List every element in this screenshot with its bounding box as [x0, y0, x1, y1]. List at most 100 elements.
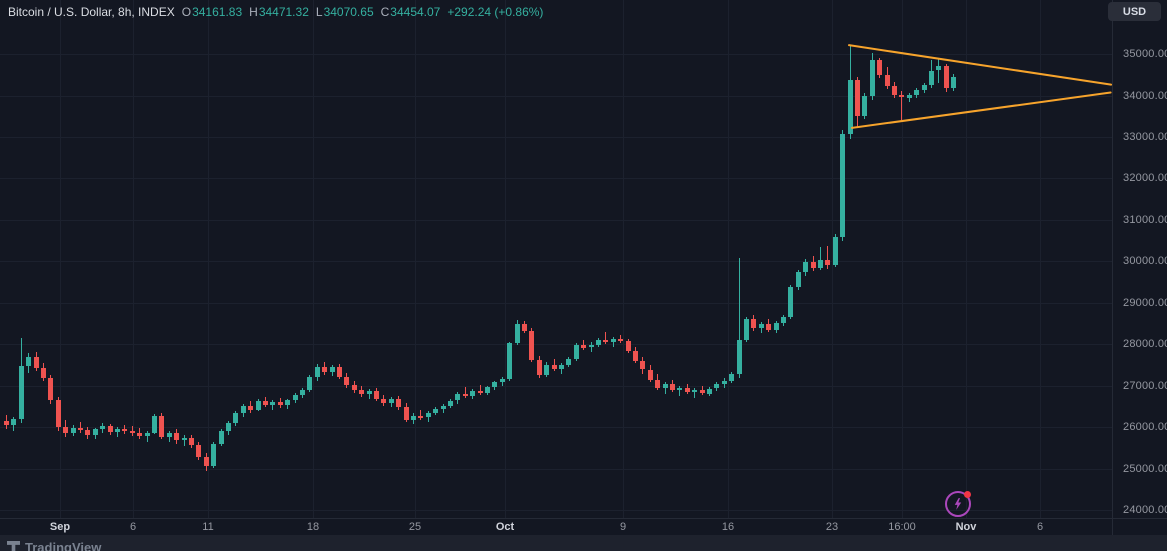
- price-axis-separator: [1112, 0, 1113, 535]
- candle-body: [929, 70, 934, 86]
- candle-body: [159, 415, 165, 438]
- candle-body: [307, 377, 313, 390]
- candle-body: [803, 262, 809, 272]
- gridline-vertical: [208, 0, 209, 518]
- high-value: 34471.32: [258, 5, 309, 19]
- gridline-horizontal: [0, 302, 1112, 304]
- candle-body: [314, 367, 320, 378]
- candle-body: [374, 390, 379, 399]
- candle-body: [78, 427, 83, 431]
- candle-body: [914, 90, 920, 96]
- candle-body: [48, 378, 54, 401]
- candle-body: [448, 400, 453, 406]
- candle-body: [832, 237, 838, 266]
- candle-body: [100, 426, 106, 430]
- gridline-horizontal: [0, 261, 1112, 263]
- candle-wick: [464, 386, 466, 399]
- time-label: 6: [129, 521, 137, 533]
- candle-body: [388, 398, 394, 403]
- candle-body: [122, 428, 128, 432]
- candle-wick: [827, 246, 829, 269]
- candle-body: [640, 361, 646, 370]
- candle-body: [943, 66, 949, 88]
- candle-wick: [738, 258, 740, 379]
- gridline-vertical: [966, 0, 967, 518]
- candle-body: [551, 364, 557, 370]
- candle-body: [211, 443, 217, 467]
- candle-wick: [146, 431, 148, 442]
- tradingview-logo-text: TradingView: [25, 540, 102, 551]
- candle-body: [647, 369, 653, 380]
- time-label: 18: [306, 521, 320, 533]
- gridline-horizontal: [0, 427, 1112, 429]
- candle-body: [292, 394, 298, 401]
- candle-body: [714, 384, 720, 389]
- candle-body: [655, 379, 661, 389]
- candle-body: [818, 259, 823, 268]
- price-label: 29000.00: [1123, 296, 1167, 309]
- price-axis[interactable]: 35000.00 34000.00 33000.00 32000.00 31000.00…: [1113, 0, 1167, 518]
- candle-body: [337, 366, 342, 377]
- candle-body: [381, 398, 387, 403]
- gridline-vertical: [728, 0, 729, 518]
- ohlc-open: O 34161.83: [182, 5, 242, 19]
- candle-body: [233, 412, 239, 423]
- symbol-title[interactable]: Bitcoin / U.S. Dollar, 8h, INDEX: [8, 5, 175, 19]
- candle-body: [906, 95, 912, 98]
- candle-body: [633, 350, 638, 362]
- currency-usd-button[interactable]: USD: [1108, 2, 1161, 21]
- time-axis[interactable]: Sep 6 11 18 25 Oct 9 16 23 16:00 Nov 6: [0, 519, 1112, 535]
- time-label: 23: [825, 521, 839, 533]
- candle-body: [4, 420, 9, 425]
- candle-body: [70, 427, 76, 434]
- candle-body: [670, 384, 675, 391]
- candle-body: [729, 374, 735, 381]
- candle-body: [692, 390, 698, 393]
- candle-body: [403, 407, 409, 420]
- candle-body: [662, 384, 668, 389]
- price-label: 24000.00: [1123, 504, 1167, 516]
- time-label: Nov: [955, 521, 977, 533]
- candle-body: [573, 345, 579, 359]
- events-icon[interactable]: [945, 491, 971, 517]
- candle-body: [721, 380, 727, 385]
- candle-body: [795, 272, 801, 287]
- candle-body: [174, 433, 180, 441]
- candle-body: [166, 433, 172, 437]
- candle-body: [825, 259, 831, 266]
- candle-body: [137, 433, 143, 437]
- candle-body: [810, 262, 816, 268]
- candle-body: [359, 390, 365, 394]
- candle-body: [425, 413, 431, 418]
- tradingview-logo[interactable]: TradingView: [7, 541, 1167, 551]
- time-label: 16:00: [888, 521, 916, 533]
- tradingview-logo-mark-icon: [7, 541, 20, 551]
- gridline-horizontal: [0, 136, 1112, 138]
- time-label: 9: [619, 521, 627, 533]
- candle-body: [610, 338, 616, 342]
- candle-body: [196, 445, 202, 457]
- pennant-lower-trendline[interactable]: [850, 91, 1112, 130]
- candle-body: [462, 393, 468, 396]
- candle-body: [736, 340, 742, 374]
- candle-body: [366, 390, 372, 394]
- candle-body: [115, 428, 120, 433]
- candle-body: [566, 358, 572, 365]
- candle-body: [618, 338, 624, 341]
- candle-body: [744, 319, 749, 340]
- candle-body: [773, 323, 779, 330]
- time-label: 16: [721, 521, 735, 533]
- candle-wick: [694, 388, 696, 399]
- candle-body: [218, 431, 224, 444]
- price-label: 28000.00: [1123, 338, 1167, 351]
- candle-body: [329, 366, 335, 373]
- gridline-vertical: [415, 0, 416, 518]
- candle-body: [129, 431, 135, 434]
- bottom-toolbar: TradingView: [0, 535, 1167, 551]
- candle-body: [248, 406, 254, 410]
- plot-area[interactable]: [0, 0, 1112, 518]
- candle-body: [263, 401, 268, 405]
- candle-body: [603, 340, 609, 342]
- candle-body: [707, 388, 712, 394]
